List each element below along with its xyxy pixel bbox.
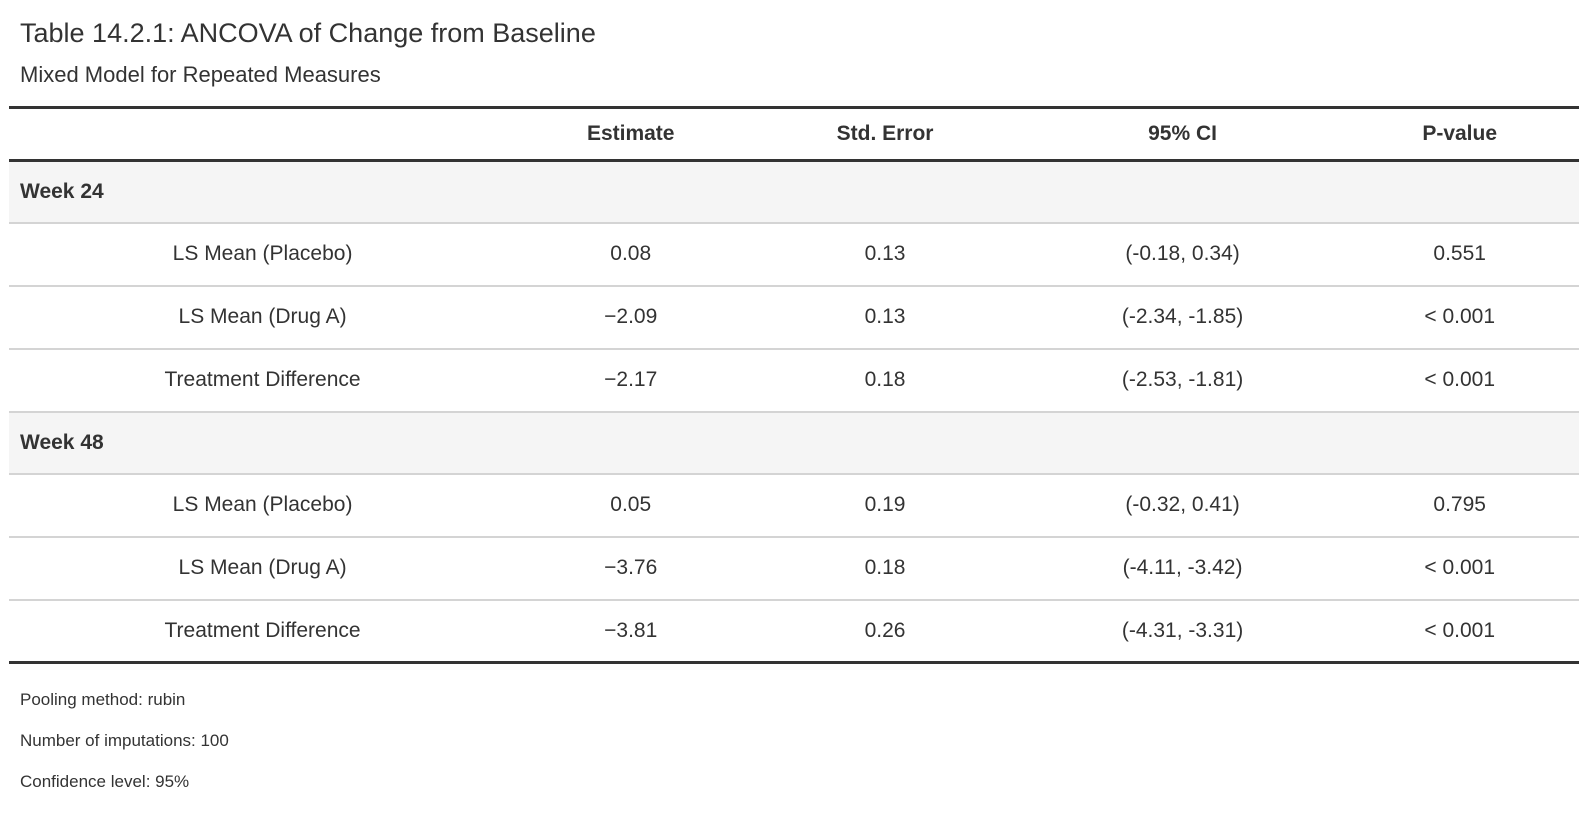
footnote-confidence-level: Confidence level: 95% (20, 772, 190, 791)
table-row: Treatment Difference −3.81 0.26 (-4.31, -3.… (9, 599, 1579, 664)
p-value-cell: < 0.001 (1340, 285, 1579, 350)
table-row: LS Mean (Placebo) 0.08 0.13 (-0.18, 0.34) 0.… (9, 222, 1579, 287)
p-value-cell: < 0.001 (1340, 348, 1579, 413)
page: Table 14.2.1: ANCOVA of Change from Base… (9, 18, 1579, 794)
header-row: Estimate Std. Error 95% CI P-value (9, 107, 1579, 162)
p-value-cell: < 0.001 (1340, 599, 1579, 664)
column-header-estimate: Estimate (516, 107, 746, 162)
std-error-cell: 0.18 (745, 348, 1025, 413)
row-label: LS Mean (Drug A) (9, 536, 517, 601)
page-title: Table 14.2.1: ANCOVA of Change from Base… (20, 18, 596, 48)
ci-cell: (-4.11, -3.42) (1024, 536, 1341, 601)
column-header-std-error: Std. Error (745, 107, 1025, 162)
group-header-label: Week 24 (9, 160, 1579, 224)
ci-cell: (-4.31, -3.31) (1024, 599, 1341, 664)
estimate-cell: −3.76 (516, 536, 746, 601)
p-value-cell: 0.551 (1340, 222, 1579, 287)
row-label: LS Mean (Placebo) (9, 473, 517, 538)
p-value-cell: 0.795 (1340, 473, 1579, 538)
std-error-cell: 0.13 (745, 222, 1025, 287)
row-label: LS Mean (Drug A) (9, 285, 517, 350)
group-header-label: Week 48 (9, 411, 1579, 475)
table-row: LS Mean (Placebo) 0.05 0.19 (-0.32, 0.41) 0.… (9, 473, 1579, 538)
std-error-cell: 0.13 (745, 285, 1025, 350)
row-label: Treatment Difference (9, 599, 517, 664)
estimate-cell: −2.09 (516, 285, 746, 350)
column-header-ci: 95% CI (1024, 107, 1341, 162)
table-body: Week 24 LS Mean (Placebo) 0.08 0.13 (-0.18, … (9, 160, 1579, 664)
estimate-cell: 0.05 (516, 473, 746, 538)
estimate-cell: 0.08 (516, 222, 746, 287)
std-error-cell: 0.18 (745, 536, 1025, 601)
table-row: LS Mean (Drug A) −2.09 0.13 (-2.34, -1.85) <… (9, 285, 1579, 350)
ci-cell: (-2.53, -1.81) (1024, 348, 1341, 413)
table-row: Treatment Difference −2.17 0.18 (-2.53, -1.… (9, 348, 1579, 413)
table-row: LS Mean (Drug A) −3.76 0.18 (-4.11, -3.42) <… (9, 536, 1579, 601)
p-value-cell: < 0.001 (1340, 536, 1579, 601)
ci-cell: (-0.18, 0.34) (1024, 222, 1341, 287)
column-header-stub (9, 107, 517, 162)
group-header-row: Week 48 (9, 411, 1579, 475)
std-error-cell: 0.19 (745, 473, 1025, 538)
footnote-pooling-method: Pooling method: rubin (20, 690, 186, 709)
page-subtitle: Mixed Model for Repeated Measures (20, 62, 381, 87)
results-table: Estimate Std. Error 95% CI P-value Week … (9, 106, 1579, 664)
row-label: LS Mean (Placebo) (9, 222, 517, 287)
footnote-imputations: Number of imputations: 100 (20, 731, 229, 750)
estimate-cell: −3.81 (516, 599, 746, 664)
group-header-row: Week 24 (9, 160, 1579, 224)
ci-cell: (-0.32, 0.41) (1024, 473, 1341, 538)
estimate-cell: −2.17 (516, 348, 746, 413)
row-label: Treatment Difference (9, 348, 517, 413)
ci-cell: (-2.34, -1.85) (1024, 285, 1341, 350)
std-error-cell: 0.26 (745, 599, 1025, 664)
column-header-p-value: P-value (1340, 107, 1579, 162)
table-footnotes: Pooling method: rubin Number of imputati… (9, 664, 1579, 794)
